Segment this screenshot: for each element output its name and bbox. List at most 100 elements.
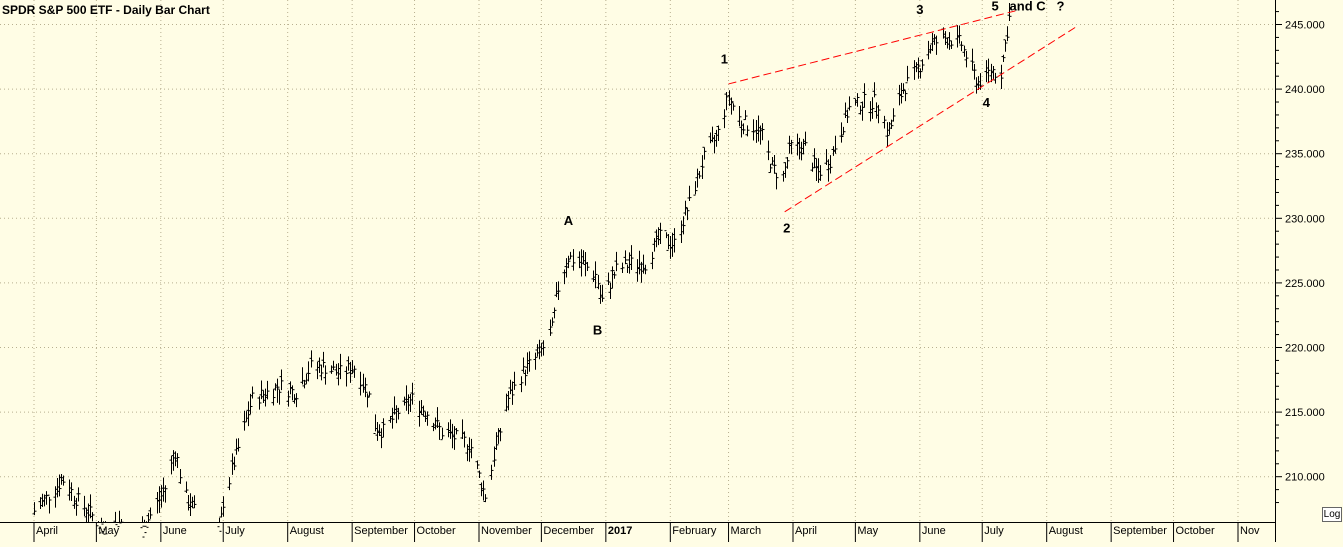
ohlc-bar bbox=[708, 132, 713, 144]
ohlc-bar bbox=[826, 159, 831, 182]
ohlc-bar bbox=[710, 126, 715, 143]
ohlc-bar bbox=[452, 426, 457, 450]
ohlc-bar bbox=[361, 373, 366, 393]
ohlc-bar bbox=[236, 438, 241, 452]
x-tick-label: April bbox=[36, 525, 58, 537]
ohlc-bar bbox=[506, 390, 511, 411]
ohlc-bar bbox=[687, 185, 692, 201]
ohlc-bar bbox=[273, 383, 278, 391]
ohlc-bar bbox=[905, 65, 910, 84]
wave-label: 1 bbox=[721, 51, 728, 66]
ohlc-bar bbox=[828, 155, 833, 174]
ohlc-bar bbox=[697, 171, 702, 179]
log-scale-button[interactable]: Log bbox=[1322, 507, 1342, 522]
ohlc-bar bbox=[103, 521, 108, 535]
ohlc-bar bbox=[581, 250, 586, 265]
ohlc-bar bbox=[250, 386, 255, 399]
ohlc-bar bbox=[637, 250, 642, 275]
ohlc-bar bbox=[352, 365, 357, 378]
ohlc-bar bbox=[635, 259, 640, 282]
ohlc-bar bbox=[568, 251, 573, 260]
ohlc-bar bbox=[469, 438, 474, 459]
ohlc-bar bbox=[437, 422, 442, 440]
ohlc-bar bbox=[512, 371, 517, 390]
ohlc-bar bbox=[897, 84, 902, 106]
y-tick-label: 220.000 bbox=[1285, 343, 1325, 355]
ohlc-bar bbox=[492, 446, 497, 467]
ohlc-bar bbox=[244, 411, 249, 423]
ohlc-bar bbox=[795, 133, 800, 156]
ohlc-bar bbox=[714, 129, 719, 147]
ohlc-bar bbox=[161, 477, 166, 502]
ohlc-bar bbox=[421, 405, 426, 417]
ohlc-bar bbox=[261, 390, 266, 404]
ohlc-bar bbox=[417, 400, 422, 427]
ohlc-bar bbox=[874, 102, 879, 119]
ohlc-bar bbox=[462, 431, 467, 448]
ohlc-bar bbox=[390, 407, 395, 429]
ohlc-bar bbox=[562, 269, 567, 285]
ohlc-bar bbox=[113, 511, 118, 526]
ohlc-bar bbox=[527, 351, 532, 372]
ohlc-bar bbox=[55, 478, 60, 498]
y-tick-label: 215.000 bbox=[1285, 407, 1325, 419]
ohlc-bar bbox=[949, 40, 954, 49]
ohlc-bar bbox=[833, 135, 838, 154]
ohlc-bar bbox=[494, 432, 499, 450]
ohlc-bar bbox=[446, 422, 451, 438]
ohlc-bar bbox=[489, 464, 494, 480]
ohlc-bar bbox=[59, 473, 64, 485]
ohlc-bar bbox=[672, 228, 677, 253]
ohlc-bar bbox=[319, 364, 324, 381]
ohlc-bar bbox=[934, 35, 939, 55]
ohlc-bar bbox=[614, 251, 619, 272]
ohlc-bar bbox=[72, 495, 77, 509]
ohlc-bar bbox=[991, 66, 996, 80]
ohlc-bar bbox=[758, 125, 763, 145]
ohlc-bar bbox=[918, 68, 923, 79]
x-tick-label: July bbox=[225, 525, 245, 537]
ohlc-bar bbox=[870, 97, 875, 119]
ohlc-bar bbox=[188, 493, 193, 516]
ohlc-bar bbox=[431, 422, 436, 432]
x-tick-label: September bbox=[1113, 525, 1167, 537]
ohlc-bar bbox=[146, 512, 151, 522]
x-tick-label: Nov bbox=[1240, 525, 1260, 537]
ohlc-bar bbox=[1003, 39, 1008, 52]
ohlc-bar bbox=[365, 391, 370, 408]
ohlc-bar bbox=[839, 122, 844, 143]
ohlc-bar bbox=[173, 451, 178, 467]
ohlc-bar bbox=[629, 245, 634, 271]
ohlc-bar bbox=[184, 481, 189, 494]
ohlc-bar bbox=[855, 93, 860, 107]
ohlc-bar bbox=[693, 181, 698, 196]
ohlc-bar bbox=[650, 251, 655, 270]
ohlc-bar bbox=[901, 83, 906, 94]
ohlc-bar bbox=[643, 264, 648, 275]
ohlc-bar bbox=[962, 45, 967, 57]
ohlc-bar bbox=[743, 110, 748, 121]
ohlc-bar bbox=[1005, 26, 1010, 42]
ohlc-bar bbox=[756, 115, 761, 142]
ohlc-bar bbox=[142, 519, 147, 538]
wave-label: 3 bbox=[916, 2, 923, 17]
ohlc-bar bbox=[321, 351, 326, 368]
ohlc-bar bbox=[566, 255, 571, 269]
ohlc-bar bbox=[986, 58, 991, 84]
ohlc-bar bbox=[957, 25, 962, 44]
ohlc-bar bbox=[477, 470, 482, 479]
ohlc-bar bbox=[847, 96, 852, 111]
ohlc-bar bbox=[824, 149, 829, 166]
ohlc-bar bbox=[620, 262, 625, 274]
ohlc-bar bbox=[841, 126, 846, 138]
ohlc-bar bbox=[32, 502, 37, 516]
ohlc-bar bbox=[338, 353, 343, 380]
ohlc-bar bbox=[377, 424, 382, 436]
ohlc-bar bbox=[246, 401, 251, 427]
ohlc-bar bbox=[716, 125, 721, 141]
ohlc-bar bbox=[766, 140, 771, 161]
x-tick-label: June bbox=[922, 525, 946, 537]
ohlc-bar bbox=[47, 494, 52, 514]
ohlc-bar bbox=[785, 156, 790, 169]
y-tick-label: 225.000 bbox=[1285, 278, 1325, 290]
